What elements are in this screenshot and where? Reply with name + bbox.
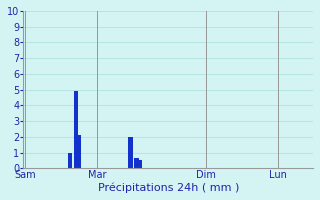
Bar xyxy=(137,160,142,168)
Bar xyxy=(128,137,133,168)
Bar xyxy=(134,158,139,168)
Bar xyxy=(77,135,82,168)
Bar xyxy=(74,91,78,168)
Bar xyxy=(68,153,72,168)
X-axis label: Précipitations 24h ( mm ): Précipitations 24h ( mm ) xyxy=(98,183,239,193)
